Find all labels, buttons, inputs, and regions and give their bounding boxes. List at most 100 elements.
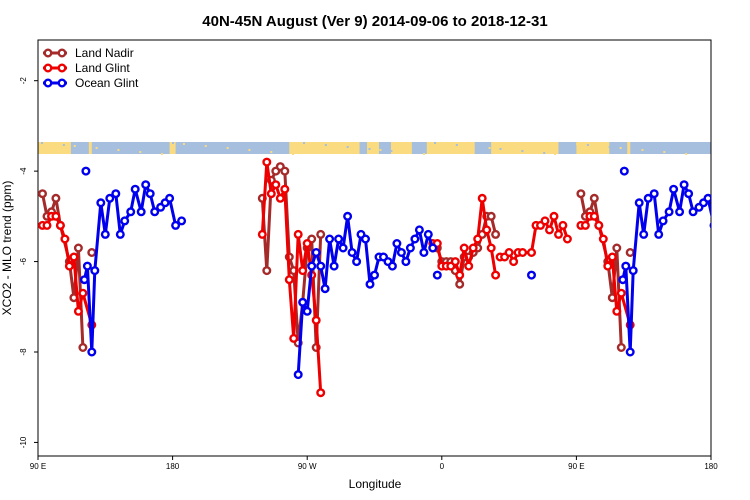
strip-land-segment: [88, 142, 92, 154]
data-point: [73, 243, 83, 253]
data-point: [298, 297, 308, 307]
data-point: [545, 225, 555, 235]
strip-land-segment: [169, 142, 176, 154]
data-point: [414, 225, 424, 235]
data-point: [165, 193, 175, 203]
data-point: [628, 266, 638, 276]
data-point: [625, 347, 635, 357]
data-point: [468, 243, 478, 253]
data-point: [316, 261, 326, 271]
data-point: [87, 347, 97, 357]
strip-speckle: [455, 144, 458, 146]
data-point: [392, 238, 402, 248]
data-point: [370, 270, 380, 280]
strip-speckle: [139, 151, 142, 153]
strip-speckle: [543, 152, 546, 154]
data-point: [589, 193, 599, 203]
data-point: [486, 211, 496, 221]
data-point: [459, 243, 469, 253]
data-point: [60, 234, 70, 244]
strip-speckle: [292, 153, 295, 155]
data-point: [150, 207, 160, 217]
strip-speckle: [259, 150, 262, 152]
strip-speckle: [204, 145, 207, 147]
data-point: [87, 247, 97, 257]
chart-title: 40N-45N August (Ver 9) 2014-09-06 to 201…: [202, 13, 547, 30]
x-axis-label: Longitude: [349, 477, 402, 491]
data-point: [38, 189, 48, 199]
strip-speckle: [423, 153, 426, 155]
data-point: [78, 288, 88, 298]
data-point: [105, 193, 115, 203]
legend-marker: [57, 63, 67, 73]
data-point: [293, 370, 303, 380]
x-tick-label: 90 E: [568, 462, 584, 471]
data-point: [658, 216, 668, 226]
strip-speckle: [466, 145, 469, 147]
data-point: [580, 220, 590, 230]
data-point: [111, 189, 121, 199]
series-line: [580, 214, 632, 326]
x-tick-label: 90 W: [298, 462, 317, 471]
data-point: [688, 207, 698, 217]
data-point: [79, 275, 89, 285]
strip-speckle: [40, 142, 43, 144]
data-point: [81, 166, 91, 176]
data-point: [64, 261, 74, 271]
data-point: [262, 266, 272, 276]
strip-speckle: [161, 153, 164, 155]
strip-speckle: [597, 145, 600, 147]
strip-speckle: [488, 147, 491, 149]
strip-speckle: [324, 144, 327, 146]
x-tick-label: 0: [440, 462, 445, 471]
data-point: [126, 207, 136, 217]
data-point: [654, 229, 664, 239]
data-point: [325, 234, 335, 244]
data-point: [343, 211, 353, 221]
data-point: [266, 189, 276, 199]
strip-speckle: [182, 143, 185, 145]
strip-speckle: [281, 152, 284, 154]
strip-speckle: [586, 144, 589, 146]
data-point: [316, 229, 326, 239]
data-point: [679, 180, 689, 190]
data-point: [271, 180, 281, 190]
data-point: [289, 333, 299, 343]
strip-speckle: [51, 143, 54, 145]
strip-land-segment: [38, 142, 71, 154]
data-point: [576, 189, 586, 199]
strip-speckle: [434, 142, 437, 144]
series-land-glint: [38, 157, 635, 398]
data-point: [607, 252, 617, 262]
strip-speckle: [575, 143, 578, 145]
data-point: [55, 220, 65, 230]
strip-speckle: [565, 142, 568, 144]
strip-land-segment: [426, 142, 475, 154]
y-tick-label: -10: [19, 436, 28, 448]
strip-land-segment: [491, 142, 559, 154]
strip-speckle: [652, 150, 655, 152]
data-point: [612, 306, 622, 316]
data-point: [540, 216, 550, 226]
plot-frame: [37, 39, 712, 457]
data-point: [669, 184, 679, 194]
legend-marker: [43, 63, 53, 73]
data-point: [338, 243, 348, 253]
strip-speckle: [313, 143, 316, 145]
strip-speckle: [84, 146, 87, 148]
data-point: [625, 247, 635, 257]
strip-speckle: [117, 149, 120, 151]
data-point: [307, 261, 317, 271]
data-point: [664, 207, 674, 217]
y-tick-label: -2: [19, 77, 28, 85]
strip-speckle: [554, 153, 557, 155]
data-point: [387, 261, 397, 271]
strip-speckle: [674, 152, 677, 154]
data-point: [634, 198, 644, 208]
data-point: [684, 189, 694, 199]
legend-label: Land Nadir: [75, 46, 134, 60]
legend-marker: [43, 78, 53, 88]
land-ocean-strip: [38, 142, 711, 155]
data-point: [51, 193, 61, 203]
